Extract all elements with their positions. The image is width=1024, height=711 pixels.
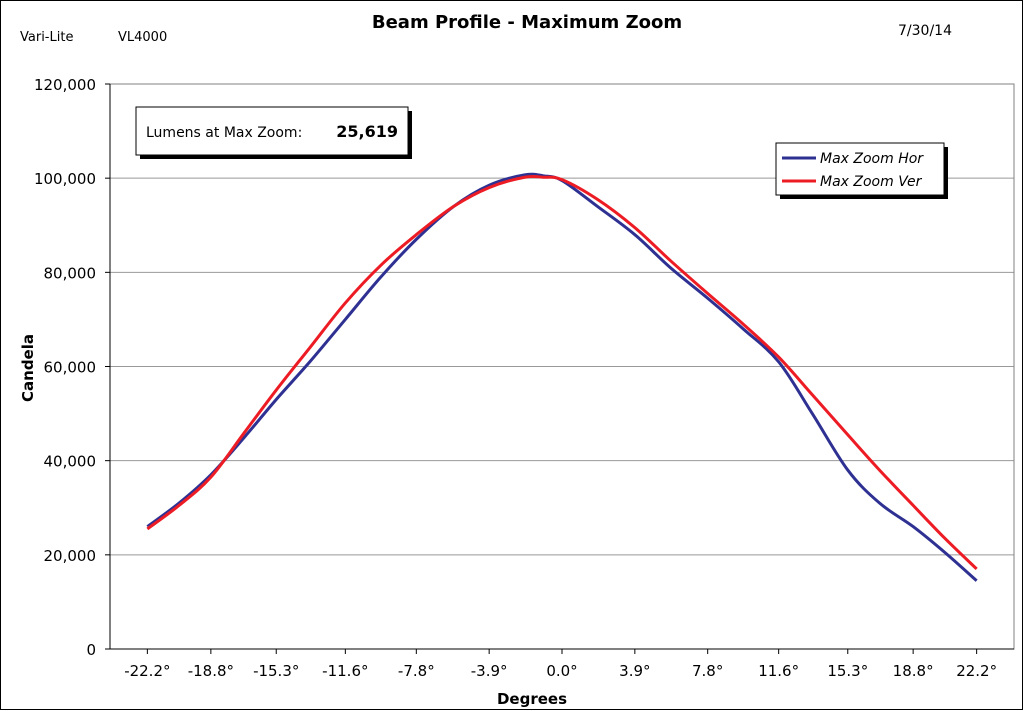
legend-label-ver: Max Zoom Ver <box>820 174 923 190</box>
x-tick-label: -15.3° <box>253 662 299 680</box>
series-line-max-zoom-hor <box>146 172 978 582</box>
x-tick-label: 11.6° <box>758 662 799 680</box>
y-tick-label: 100,000 <box>34 170 96 188</box>
x-tick-label: -18.8° <box>188 662 234 680</box>
x-tick-label: 3.9° <box>619 662 650 680</box>
y-axis-title: Candela <box>19 334 37 402</box>
x-tick-label: -3.9° <box>471 662 508 680</box>
x-tick-label: -7.8° <box>398 662 435 680</box>
info-box: Lumens at Max Zoom: 25,619 <box>135 106 412 159</box>
chart-title: Beam Profile - Maximum Zoom <box>371 12 683 33</box>
y-tick-label: 120,000 <box>34 76 96 94</box>
date-label: 7/30/14 <box>898 23 952 39</box>
x-tick-label: -11.6° <box>322 662 368 680</box>
info-box-label: Lumens at Max Zoom: <box>146 125 302 141</box>
x-tick-label: 22.2° <box>956 662 997 680</box>
info-box-value: 25,619 <box>336 122 398 141</box>
series-line-max-zoom-ver <box>146 174 978 571</box>
legend-label-hor: Max Zoom Hor <box>820 151 924 167</box>
x-tick-label: 18.8° <box>893 662 934 680</box>
x-axis-title: Degrees <box>497 690 567 708</box>
model-label: VL4000 <box>118 30 168 45</box>
x-tick-label: 15.3° <box>827 662 868 680</box>
y-tick-label: 0 <box>86 641 96 659</box>
series-lines <box>146 172 978 582</box>
axes: 0 20,000 40,000 60,000 80,000 100,000 120,000 -… <box>34 76 1014 680</box>
x-tick-label: -22.2° <box>124 662 170 680</box>
y-tick-label: 60,000 <box>44 359 97 377</box>
legend: Max Zoom Hor Max Zoom Ver <box>775 142 948 199</box>
brand-label: Vari-Lite <box>20 30 74 45</box>
x-tick-label: 7.8° <box>692 662 723 680</box>
x-tick-label: 0.0° <box>546 662 577 680</box>
y-tick-label: 80,000 <box>44 264 97 282</box>
y-tick-label: 40,000 <box>44 453 97 471</box>
y-tick-label: 20,000 <box>44 547 97 565</box>
